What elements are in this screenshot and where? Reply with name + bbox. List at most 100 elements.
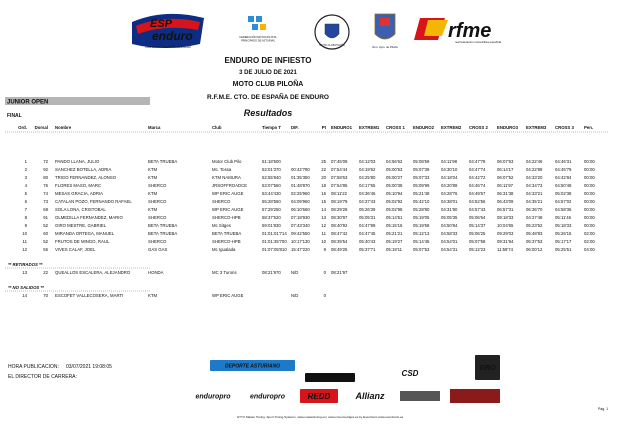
cell: 0 <box>324 293 327 298</box>
cell: 07:43'340 <box>291 223 310 228</box>
column-header: ENDURO3 <box>497 125 519 130</box>
cell: 04:19'62 <box>359 167 376 172</box>
cell: 4 <box>25 183 28 188</box>
cell: 05:21'21 <box>386 231 403 236</box>
page-number: Pág. 1 <box>598 407 608 411</box>
cell: 13 <box>22 270 27 275</box>
sponsor-name: DEPORTE ASTURIANO <box>225 363 280 369</box>
cell: GAS GAS <box>148 247 167 252</box>
cell: 04:09'960 <box>291 199 310 204</box>
cell: PANDO LLANA, JULIO <box>55 159 100 164</box>
cell: KTM <box>148 167 157 172</box>
cell: 04:18'04 <box>441 175 458 180</box>
results-table: Ord. Dorsal Nombre Marca Club Tiempo T DIF. Pt E… <box>5 125 595 298</box>
cell: BETA TRUEBA <box>148 223 177 228</box>
cell: 02:00 <box>584 231 595 236</box>
cell: 2 <box>25 167 28 172</box>
cell: 05:05'31 <box>359 215 376 220</box>
cell: KTM <box>148 191 157 196</box>
cell: 00:00 <box>584 183 595 188</box>
column-header: Tiempo T <box>262 125 281 130</box>
date: 3 DE JULIO DE 2021 <box>239 70 297 76</box>
cell: 07:54'44 <box>331 167 348 172</box>
cell: 04:42'72 <box>469 175 486 180</box>
cell: 05:10'94 <box>386 191 403 196</box>
cell: 05:26'15 <box>555 231 572 236</box>
cell: CATALAN POZO, FERNANDO RAFAEL <box>55 199 132 204</box>
cell: 05:42'10 <box>413 199 430 204</box>
logo-text: MOTO CLUB PILOÑA <box>319 42 345 47</box>
cell: 00:00 <box>584 175 595 180</box>
category: JUNIOR OPEN <box>7 100 48 106</box>
cell: 04:50'48 <box>555 183 572 188</box>
logo-text: ESP <box>150 18 173 30</box>
logo-text: CAMPEONATO DE ESPAÑA DE ENDURO <box>145 46 191 49</box>
cell: WP ERIC AUGE <box>212 191 244 196</box>
cell: 02:00 <box>584 239 595 244</box>
cell: 01:48'870 <box>291 183 310 188</box>
sponsors: DEPORTE ASTURIANO DUNLOP CSD GRO enduropro en… <box>188 355 500 403</box>
column-header: Ord. <box>18 125 27 130</box>
cell: 20 <box>321 175 326 180</box>
group-heading: ** NO SALIDOS ** <box>8 285 44 290</box>
logo-text: FEDERACIÓN MOTOCICLISTA <box>240 34 277 39</box>
cell: 12 <box>22 247 27 252</box>
cell: 22 <box>321 167 326 172</box>
cell: 06:10'660 <box>291 207 310 212</box>
cell: FLORES MASO, MARC <box>55 183 101 188</box>
championship: R.F.M.E. CTO. DE ESPAÑA DE ENDURO <box>207 92 329 101</box>
cell: 04:25'80 <box>359 175 376 180</box>
cell: 05:12'13 <box>413 231 430 236</box>
cell: BETA TRUEBA <box>148 231 177 236</box>
cell: 04:22'46 <box>526 159 543 164</box>
cell: Mc. Tossa <box>212 167 232 172</box>
cell: SHERCO <box>148 199 167 204</box>
cell: 06:11'97 <box>497 183 514 188</box>
column-header: Dorsal <box>35 125 48 130</box>
logo-text: rfme <box>448 20 491 42</box>
cell: N/D <box>291 293 298 298</box>
cell: 04:58'36 <box>555 207 572 212</box>
cell: 04:36'46 <box>359 191 376 196</box>
cell: 04:35'21 <box>526 199 543 204</box>
cell: 04:31'90 <box>441 207 458 212</box>
cell: GIRO MESTRE, GABRIEL <box>55 223 107 228</box>
cell: 04:22'89 <box>526 167 543 172</box>
cell: 04:12'03 <box>359 159 376 164</box>
cell: 04:34'73 <box>526 183 543 188</box>
cell: 04:46'31 <box>555 159 572 164</box>
column-header: Pt <box>322 125 327 130</box>
cell: SHERCO <box>148 183 167 188</box>
sponsor-name: REDD <box>308 392 331 401</box>
sponsor-logo <box>188 389 238 403</box>
cell: KTM <box>148 175 157 180</box>
cell: 05:07'68 <box>469 239 486 244</box>
cell: 04:47'45 <box>359 231 376 236</box>
cell: 08:21'970 <box>262 270 281 275</box>
cell: 08:40'92 <box>331 223 348 228</box>
cell: 11 <box>23 239 28 244</box>
sponsor-logo <box>450 389 500 403</box>
fed-logo: FEDERACIÓN MOTOCICLISTA PRINCIPADO DE AS… <box>240 16 277 43</box>
cell: JRSOFFROADCE <box>212 183 247 188</box>
cell: 09:29'03 <box>497 231 514 236</box>
cell: 04:37'43 <box>359 199 376 204</box>
cell: 09:42'550 <box>291 231 310 236</box>
cell: 00:00 <box>584 223 595 228</box>
cell: MIRANDA ORTEGA, MANUEL <box>55 231 115 236</box>
cell: Mc Igualada <box>212 247 236 252</box>
cell: 09:31'94 <box>497 239 514 244</box>
cell: 05:37'53 <box>526 239 543 244</box>
club: MOTO CLUB PILOÑA <box>233 79 304 88</box>
cell: 05:00'38 <box>386 183 403 188</box>
sponsor-logo <box>475 355 500 380</box>
cell: 57:29'250 <box>262 207 281 212</box>
logo-text: Ilmo. Ayto. de Piloña <box>372 45 398 49</box>
stage: FINAL <box>7 113 22 119</box>
column-header: ENDURO2 <box>413 125 435 130</box>
cell: 07:18'930 <box>291 215 310 220</box>
cell: 04:57'43 <box>469 207 486 212</box>
cell: 68 <box>43 207 48 212</box>
cell: 1 <box>25 159 28 164</box>
